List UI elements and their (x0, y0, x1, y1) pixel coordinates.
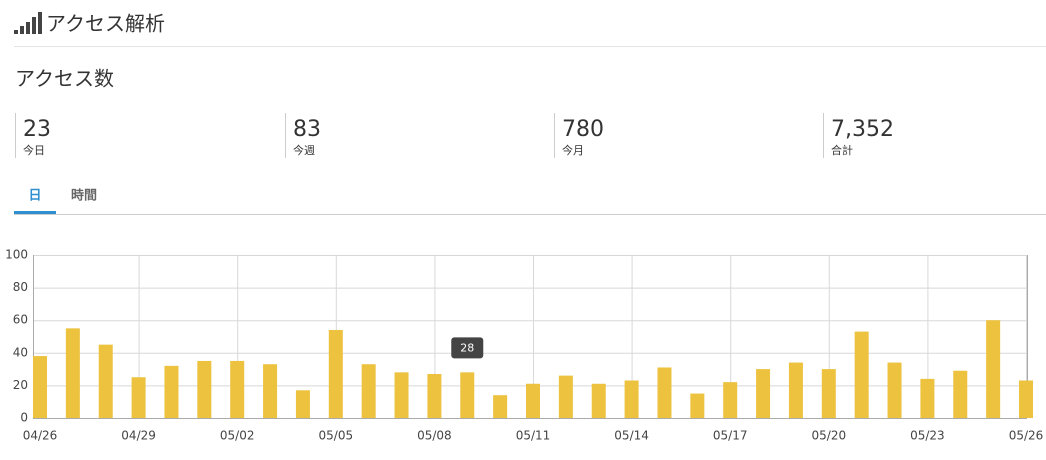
stat-value: 7,352 (831, 117, 894, 142)
x-tick-label: 05/26 (1009, 429, 1044, 443)
bar (164, 365, 179, 418)
stat-label: 今日 (23, 143, 45, 157)
x-tick-label: 05/14 (614, 429, 649, 443)
bar (394, 372, 409, 418)
tab-active-indicator (14, 211, 56, 214)
bar (953, 370, 968, 418)
bar (690, 393, 705, 418)
x-tick-label: 05/08 (417, 429, 452, 443)
x-tick-label: 05/20 (812, 429, 847, 443)
x-tick-label: 05/05 (319, 429, 354, 443)
y-tick-label: 0 (20, 411, 28, 425)
tooltip-label: 28 (460, 341, 474, 354)
bar (558, 375, 573, 418)
bar (33, 356, 47, 418)
x-tick-label: 04/29 (121, 429, 156, 443)
stat-label: 今週 (293, 143, 315, 157)
y-tick-label: 100 (5, 248, 28, 262)
bar (328, 329, 343, 418)
stat-value: 23 (23, 117, 51, 142)
bar (263, 364, 278, 418)
signal-icon (14, 12, 42, 34)
stat-value: 780 (562, 117, 604, 142)
page-title: アクセス解析 (46, 12, 165, 36)
section-title: アクセス数 (15, 67, 114, 91)
x-tick-label: 05/23 (910, 429, 945, 443)
stat-label: 今月 (562, 143, 584, 157)
y-tick-label: 20 (13, 378, 28, 392)
bar (887, 362, 902, 418)
bar (986, 320, 1001, 418)
bar (493, 395, 508, 418)
y-tick-label: 40 (13, 345, 28, 359)
bar (624, 380, 639, 418)
y-tick-label: 80 (13, 280, 28, 294)
bar (854, 331, 869, 418)
x-tick-label: 05/11 (516, 429, 551, 443)
tab-day[interactable]: 日 (28, 189, 41, 204)
bar (427, 373, 442, 418)
bar (657, 367, 672, 418)
x-tick-label: 04/26 (23, 429, 58, 443)
x-tick-label: 05/17 (713, 429, 748, 443)
bar (591, 383, 606, 418)
bar (788, 362, 803, 418)
bar (197, 360, 212, 418)
bar (65, 328, 80, 418)
x-tick-label: 05/02 (220, 429, 255, 443)
y-tick-label: 60 (13, 313, 28, 327)
chart: 0 20 40 60 80 100 04/26 04/29 05/02 05/05 05/08 05/… (5, 248, 1043, 443)
bar (723, 382, 738, 418)
bar (295, 390, 310, 418)
bar (821, 369, 836, 418)
bar (756, 369, 771, 418)
bar (1019, 380, 1033, 418)
stat-label: 合計 (831, 143, 853, 157)
tooltip (451, 337, 484, 359)
bar (526, 383, 540, 418)
bar (361, 364, 376, 418)
bar (98, 344, 113, 418)
stat-value: 83 (293, 117, 321, 142)
tab-hour[interactable]: 時間 (71, 188, 97, 204)
bar (460, 372, 475, 418)
bar (230, 360, 245, 418)
bar (920, 378, 935, 418)
bar (131, 377, 146, 418)
